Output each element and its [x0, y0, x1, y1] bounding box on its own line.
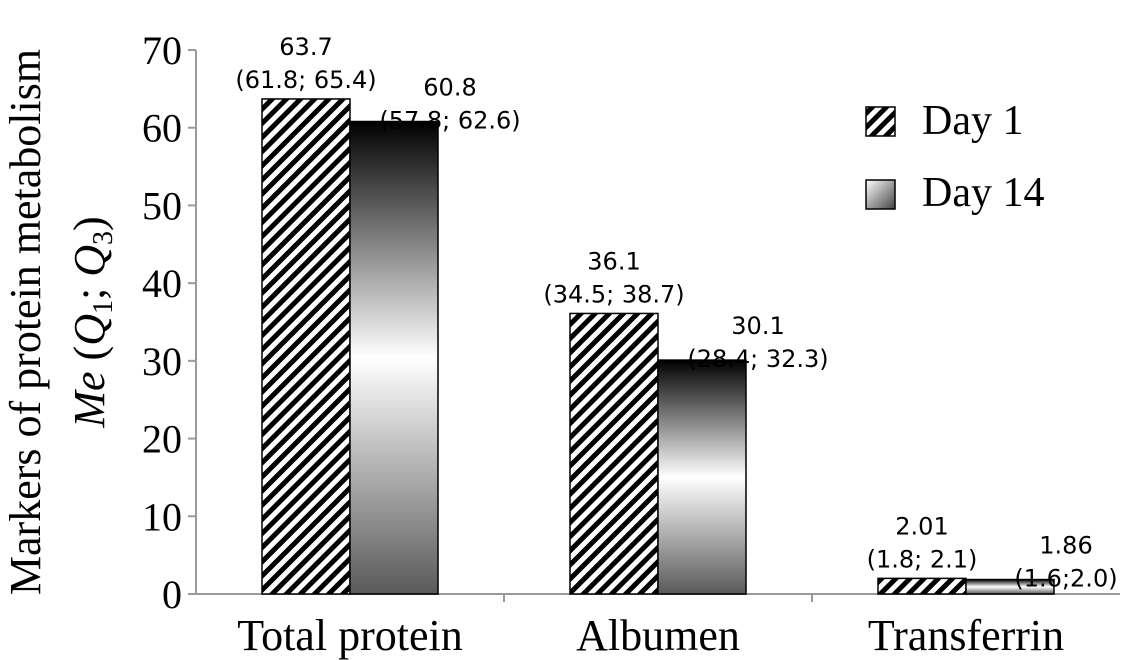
y-axis-subtitle-me: Me: [65, 371, 114, 428]
data-label-quartiles: (61.8; 65.4): [235, 66, 376, 94]
y-axis-title: Markers of protein metabolism: [1, 49, 50, 595]
x-category-label: Total protein: [237, 611, 462, 660]
y-axis-subtitle: Me (Q1; Q3): [65, 216, 119, 428]
y-axis-subtitle-open: (: [65, 346, 114, 372]
y-tick-label: 60: [142, 106, 182, 151]
y-tick-label: 70: [142, 28, 182, 73]
bar-day1: [569, 312, 659, 595]
bar-day14: [657, 359, 747, 595]
x-category-label: Transferrin: [868, 611, 1064, 660]
y-tick-label: 0: [162, 572, 182, 617]
bar-day1: [261, 98, 351, 595]
data-label-quartiles: (34.5; 38.7): [543, 280, 684, 308]
bar-day14: [965, 578, 1055, 595]
y-axis-subtitle-sep: ;: [65, 277, 114, 300]
data-label-value: 1.86: [1039, 532, 1092, 560]
y-tick-label: 30: [142, 339, 182, 384]
data-label-value: 2.01: [895, 512, 948, 540]
data-label-value: 60.8: [423, 73, 476, 101]
y-axis-subtitle-sub3: 3: [88, 231, 119, 245]
y-axis-subtitle-sub1: 1: [88, 300, 119, 314]
data-labels: 63.7 (61.8; 65.4) 60.8 (57.8; 62.6) 36.1 (34.…: [235, 33, 1117, 593]
x-category-label: Albumen: [576, 611, 740, 660]
data-label-quartiles: (1.6;2.0): [1014, 565, 1117, 593]
y-axis-subtitle-close: ): [65, 216, 114, 231]
y-tick-label: 20: [142, 417, 182, 462]
y-tick-label: 10: [142, 494, 182, 539]
data-label-quartiles: (28.4; 32.3): [687, 345, 828, 373]
data-label-quartiles: (1.8; 2.1): [867, 545, 978, 573]
legend-label-day14: Day 14: [922, 170, 1044, 216]
bars: [261, 98, 1055, 595]
bar-day1: [877, 577, 967, 595]
y-axis-subtitle-q3: Q: [65, 245, 114, 277]
legend-swatch-day1: [865, 106, 896, 137]
y-tick-label: 40: [142, 261, 182, 306]
y-tick-label: 50: [142, 183, 182, 228]
legend-label-day1: Day 1: [922, 98, 1023, 144]
data-label-quartiles: (57.8; 62.6): [379, 106, 520, 134]
data-label-value: 30.1: [731, 312, 784, 340]
bar-day14: [349, 120, 439, 595]
legend-swatch-day14: [865, 179, 896, 210]
legend: Day 1 Day 14: [865, 98, 1044, 216]
data-label-value: 63.7: [279, 33, 332, 61]
data-label-value: 36.1: [587, 247, 640, 275]
axes: 0 10 20 30 40 50 60 70 Total protein Albumen Trans…: [142, 28, 1120, 660]
y-axis-subtitle-q1: Q: [65, 314, 114, 346]
